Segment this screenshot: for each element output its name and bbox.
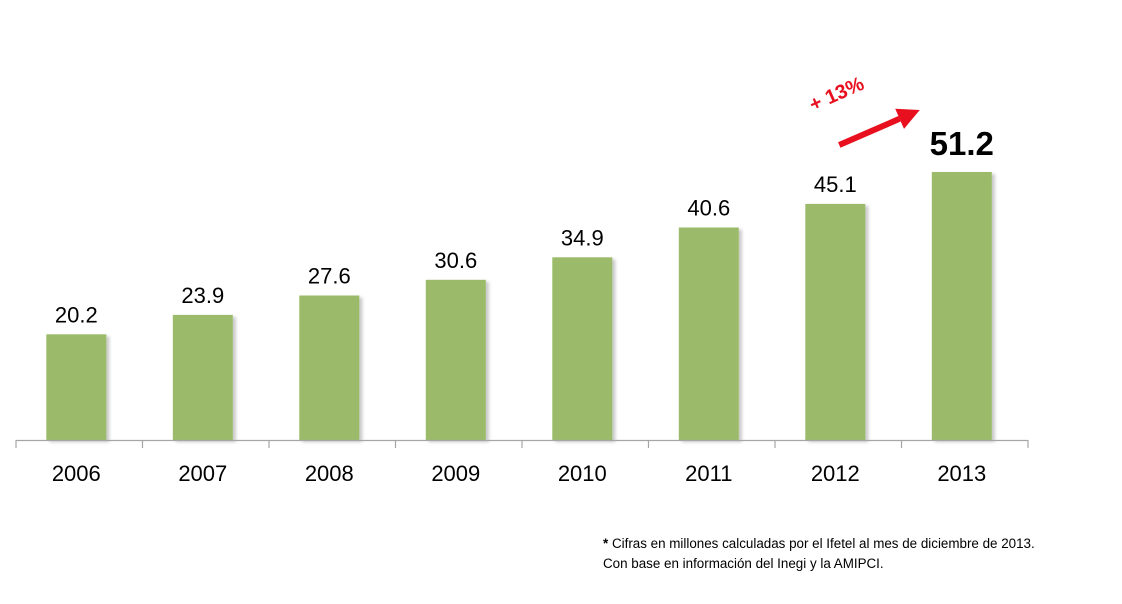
tick-label-2012: 2012 <box>811 461 860 486</box>
value-label-2009: 30.6 <box>434 248 477 273</box>
value-label-2006: 20.2 <box>55 302 98 327</box>
tick-label-2010: 2010 <box>558 461 607 486</box>
x-axis <box>15 439 1029 448</box>
growth-arrow-shaft <box>838 116 901 148</box>
bars-group <box>46 172 992 440</box>
bar-2007 <box>172 314 233 440</box>
footnote-line-2: Con base en información del Inegi y la A… <box>603 556 884 571</box>
value-label-2011: 40.6 <box>687 196 730 221</box>
tick-label-2008: 2008 <box>305 461 354 486</box>
x-tick-labels-group: 2006 2007 2008 2009 2010 2011 2012 2013 <box>52 461 986 486</box>
bar-2012 <box>805 203 866 440</box>
tick-label-2006: 2006 <box>52 461 101 486</box>
bar-2008 <box>299 295 360 440</box>
tick-label-2009: 2009 <box>431 461 480 486</box>
bar-2011 <box>678 227 739 440</box>
value-label-2010: 34.9 <box>561 225 604 250</box>
tick-label-2013: 2013 <box>937 461 986 486</box>
bar-2006 <box>46 334 107 440</box>
bar-2013 <box>931 172 992 440</box>
footnote-line-1: Cifras en millones calculadas por el Ife… <box>611 536 1035 551</box>
growth-label: + 13% <box>806 73 867 116</box>
value-labels-group: 20.2 23.9 27.6 30.6 34.9 40.6 45.1 51.2 <box>55 125 994 327</box>
bar-2009 <box>425 279 486 440</box>
value-label-2013: 51.2 <box>930 125 994 162</box>
value-label-2008: 27.6 <box>308 264 351 289</box>
value-label-2007: 23.9 <box>181 283 224 308</box>
tick-label-2011: 2011 <box>685 461 732 486</box>
value-label-2012: 45.1 <box>814 172 857 197</box>
growth-arrow-head <box>895 108 920 129</box>
footnote: * Cifras en millones calculadas por el I… <box>603 534 1118 574</box>
bar-2010 <box>552 257 613 440</box>
growth-annotation: + 13% <box>806 73 920 148</box>
tick-label-2007: 2007 <box>178 461 227 486</box>
footnote-asterisk: * <box>603 536 609 551</box>
